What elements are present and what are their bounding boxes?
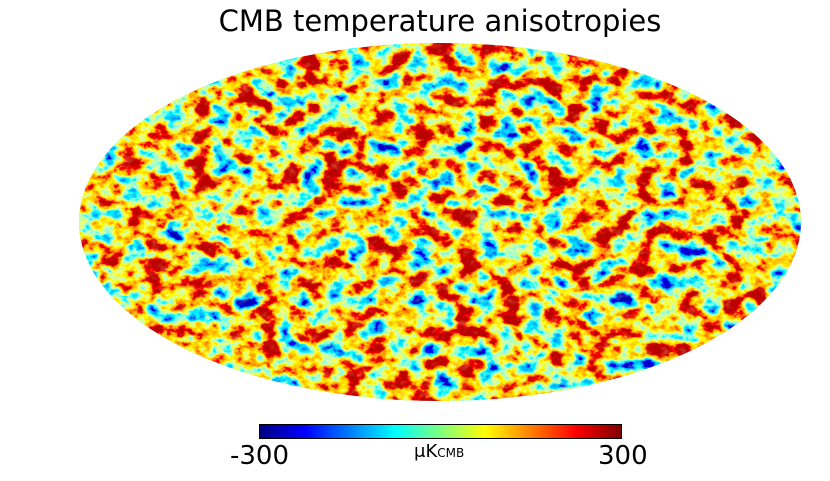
colorbar-unit-label: μKCMB [414,441,464,462]
unit-main: μK [414,441,438,462]
cmb-sky-map [78,42,802,402]
map-title: CMB temperature anisotropies [218,4,662,38]
sky-map-fill [79,43,801,401]
colorbar-min-label: -300 [230,441,290,471]
unit-subscript: CMB [437,446,465,460]
colorbar-max-label: 300 [598,441,648,471]
colorbar [259,424,622,439]
mollweide-projection [79,43,801,401]
